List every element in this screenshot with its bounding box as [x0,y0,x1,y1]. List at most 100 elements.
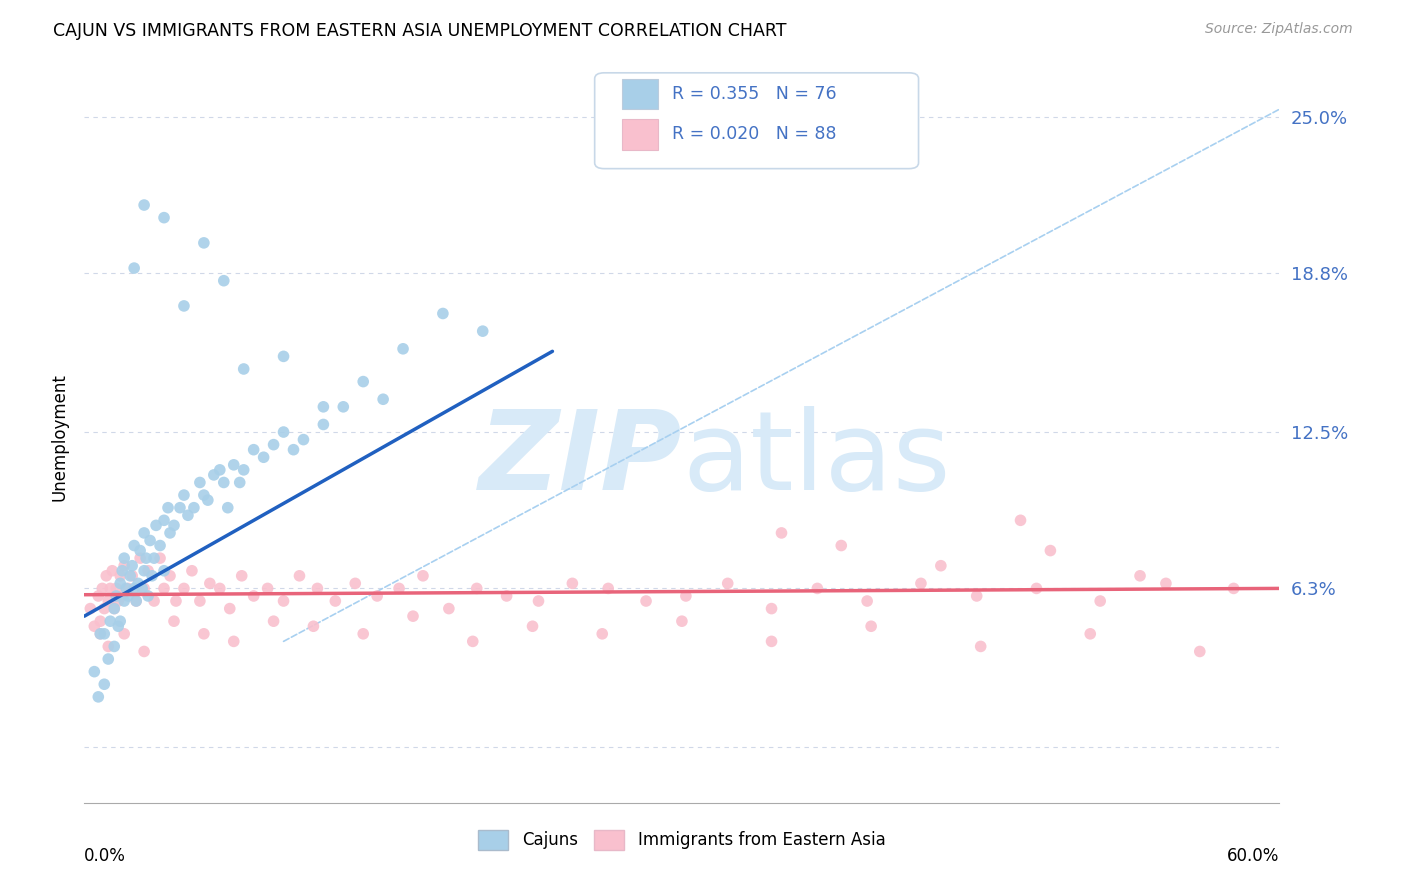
Point [1222,582,1244,596]
Point [860,619,883,633]
Point [143,594,166,608]
Point [1188,644,1211,658]
Point [761,601,783,615]
Point [1039,543,1062,558]
Point [131,582,153,596]
Point [132,644,156,658]
Point [432,306,454,320]
Point [165,594,187,608]
Point [136,564,159,578]
Point [91,582,114,596]
Point [135,551,157,566]
Point [208,582,231,596]
Point [79,601,101,615]
Point [312,417,335,432]
Point [143,551,166,566]
Point [127,576,149,591]
Point [218,601,240,615]
Point [122,582,145,596]
Point [105,582,128,596]
Point [136,589,159,603]
Point [242,442,264,457]
Point [273,425,295,439]
Point [153,582,176,596]
Point [159,525,181,540]
Point [177,508,200,523]
Point [325,594,347,608]
Point [212,274,235,288]
Point [856,594,879,608]
Point [1078,627,1101,641]
Point [132,564,156,578]
Point [636,594,658,608]
Point [212,475,235,490]
Point [302,619,325,633]
Point [1090,594,1112,608]
Point [89,614,111,628]
Point [222,458,245,472]
Point [263,437,285,451]
Point [471,324,494,338]
Point [412,569,434,583]
Point [352,375,374,389]
Text: Source: ZipAtlas.com: Source: ZipAtlas.com [1205,22,1353,37]
Point [193,235,215,250]
Point [120,569,142,583]
Point [87,690,110,704]
Point [97,652,120,666]
Point [437,601,460,615]
Point [208,463,231,477]
Legend: Cajuns, Immigrants from Eastern Asia: Cajuns, Immigrants from Eastern Asia [471,823,893,856]
Point [231,569,253,583]
Text: R = 0.355   N = 76: R = 0.355 N = 76 [672,85,837,103]
Point [83,665,105,679]
Point [153,513,176,527]
Point [344,576,367,591]
Point [117,582,139,596]
Point [96,569,118,583]
Point [288,569,311,583]
Point [527,594,550,608]
Point [183,500,205,515]
Point [103,601,125,615]
Point [273,350,295,364]
Point [292,433,315,447]
Point [307,582,329,596]
Point [198,576,221,591]
Point [522,619,544,633]
Text: R = 0.020   N = 88: R = 0.020 N = 88 [672,125,837,144]
Point [283,442,305,457]
Point [97,594,120,608]
Point [217,500,239,515]
Point [111,589,134,603]
Point [163,614,186,628]
Point [101,564,124,578]
Point [110,576,132,591]
Point [173,299,195,313]
Point [132,525,156,540]
Point [312,400,335,414]
Point [966,589,988,603]
Point [392,342,415,356]
Point [1025,582,1047,596]
Point [1154,576,1177,591]
Point [169,500,191,515]
Point [141,569,163,583]
Point [910,576,932,591]
Point [598,582,620,596]
Point [87,589,110,603]
Point [173,488,195,502]
Point [129,543,152,558]
Point [117,589,139,603]
Point [112,558,135,573]
Bar [623,78,658,110]
Point [1129,569,1152,583]
Point [112,627,135,641]
Point [402,609,425,624]
Text: 60.0%: 60.0% [1227,847,1279,864]
Point [89,627,111,641]
Point [93,677,115,691]
Point [97,640,120,654]
Point [105,589,128,603]
Point [1010,513,1032,527]
